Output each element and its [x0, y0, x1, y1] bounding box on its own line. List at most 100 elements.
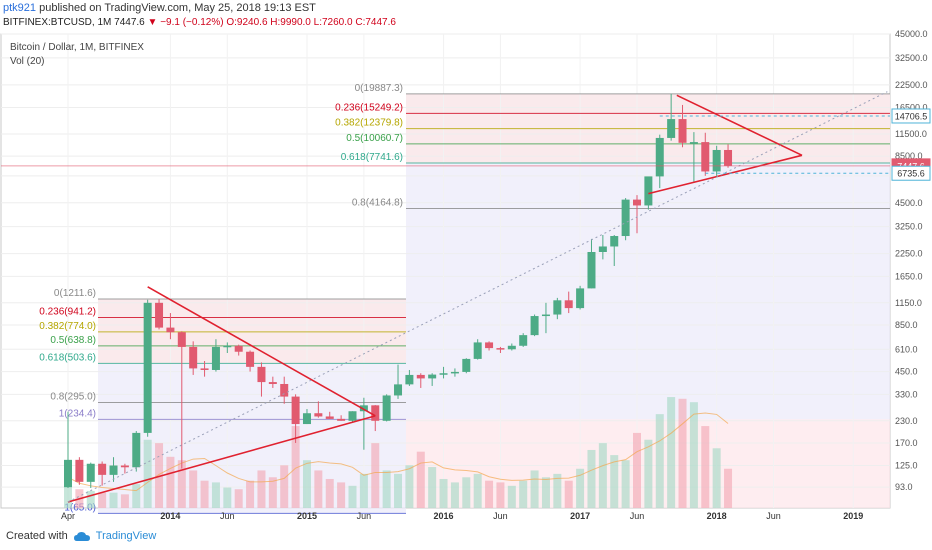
candle-body [86, 463, 95, 482]
volume-bar [541, 477, 550, 508]
volume-bar [337, 482, 346, 508]
x-tick-label: 2014 [160, 511, 180, 521]
tradingview-link[interactable]: TradingView [95, 530, 157, 542]
symbol-label: BITFINEX:BTCUSD, 1M [3, 17, 112, 28]
y-tick-label: 330.0 [895, 389, 918, 399]
trend-line-up [648, 154, 803, 195]
candle-body [64, 459, 72, 488]
candle-body [621, 199, 630, 237]
candle-body [610, 236, 619, 247]
y-tick-label: 1650.0 [895, 271, 923, 281]
price-change: −9.1 (−0.12%) [160, 17, 224, 28]
candle-body [143, 302, 152, 433]
volume-bar [155, 443, 164, 508]
candle-body [644, 176, 653, 206]
volume-bar [143, 439, 152, 508]
volume-bar [359, 473, 368, 508]
volume-bar [394, 473, 403, 508]
candle-body [462, 358, 471, 372]
volume-bar [189, 470, 198, 508]
volume-ma-line [67, 412, 729, 492]
candle-body [689, 142, 698, 144]
candle-body [302, 413, 311, 425]
author-link[interactable]: ptk921 [3, 2, 37, 14]
y-tick-label: 125.0 [895, 460, 918, 470]
volume-bar [268, 477, 277, 508]
x-tick-label: 2018 [707, 511, 727, 521]
volume-bar [257, 470, 266, 508]
candle-body [439, 373, 448, 375]
x-tick-label: 2019 [843, 511, 863, 521]
y-tick-label: 3250.0 [895, 222, 923, 232]
fib-label: 0.5(638.8) [50, 335, 96, 346]
volume-bar [428, 467, 437, 508]
candle-body [166, 327, 175, 333]
candle-body [325, 416, 334, 419]
volume-legend: Vol (20) [10, 56, 44, 67]
candle-body [519, 335, 528, 346]
y-tick-label: 8500.0 [895, 151, 923, 161]
y-tick-label: 16500.0 [895, 103, 928, 113]
x-tick-label: 2017 [570, 511, 590, 521]
candle-body [246, 351, 255, 367]
y-tick-label: 32500.0 [895, 53, 928, 63]
candle-body [496, 348, 505, 350]
fib-label: 0.236(15249.2) [335, 102, 403, 113]
volume-bar [553, 473, 562, 508]
volume-bar [496, 482, 505, 508]
y-tick-label: 4500.0 [895, 198, 923, 208]
candle-body [257, 366, 266, 383]
x-tick-label: 2015 [297, 511, 317, 521]
last-price: 7447.6 [114, 17, 145, 28]
volume-bar [462, 477, 471, 508]
ohlc-values: O:9240.6 H:9990.0 L:7260.0 C:7447.6 [226, 17, 396, 28]
volume-bar [348, 485, 357, 508]
y-tick-label: 45000.0 [895, 29, 928, 39]
volume-bar [177, 460, 186, 508]
volume-bar [120, 494, 129, 508]
fib-label: 0.8(4164.8) [352, 197, 403, 208]
volume-bar [211, 482, 220, 508]
candle-body [291, 396, 300, 425]
fib-label: 0.5(10060.7) [346, 133, 403, 144]
volume-bar [234, 489, 243, 508]
volume-bar [325, 478, 334, 508]
candle-body [314, 413, 323, 417]
candle-body [405, 374, 414, 385]
volume-bar [644, 439, 653, 508]
fib-label: 0.618(503.6) [39, 352, 96, 363]
volume-bar [291, 426, 300, 508]
candle-body [598, 246, 607, 252]
volume-bar [564, 480, 573, 508]
volume-bar [473, 473, 482, 508]
candle-body [541, 314, 550, 317]
candle-body [211, 346, 220, 370]
volume-bar [450, 482, 459, 508]
y-tick-label: 610.0 [895, 344, 918, 354]
candle-body [280, 383, 289, 397]
candle-body [223, 345, 232, 348]
volume-bar [598, 443, 607, 508]
candle-body [359, 405, 368, 412]
candle-body [507, 345, 516, 350]
y-tick-label: 230.0 [895, 416, 918, 426]
volume-bar [667, 397, 676, 508]
x-tick-label: Jun [766, 511, 781, 521]
volume-bar [302, 460, 311, 508]
fib-label: 0.236(941.2) [39, 306, 96, 317]
candle-body [371, 405, 380, 421]
candle-body [530, 316, 539, 336]
fib-label: 0(1211.6) [54, 288, 96, 299]
volume-bar [109, 492, 118, 508]
symbol-header: BITFINEX:BTCUSD, 1M 7447.6 ▼ −9.1 (−0.12… [3, 17, 396, 28]
volume-bar [314, 470, 323, 508]
candle-body [268, 382, 277, 384]
volume-bar [485, 480, 494, 508]
candle-body [189, 346, 198, 369]
volume-bar [530, 470, 539, 508]
volume-bar [587, 449, 596, 508]
volume-bar [610, 455, 619, 508]
candle-body [633, 199, 641, 206]
volume-bar [98, 492, 107, 508]
